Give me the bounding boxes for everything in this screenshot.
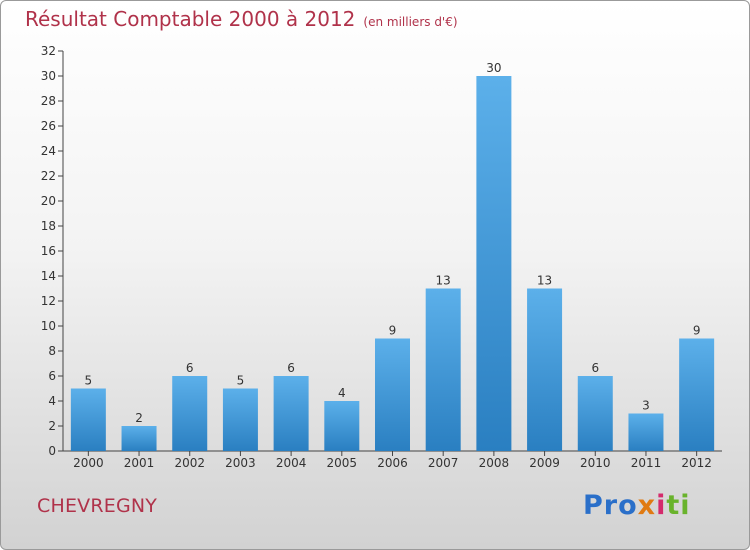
bar-2004 (273, 376, 309, 451)
y-tick-label: 4 (48, 394, 56, 408)
y-tick-label: 24 (41, 144, 56, 158)
bar-2003 (222, 388, 258, 451)
value-label-2010: 6 (591, 361, 599, 375)
y-tick-label: 14 (41, 269, 56, 283)
value-label-2007: 13 (436, 274, 451, 288)
x-tick-label-2002: 2002 (174, 456, 205, 470)
value-label-2004: 6 (287, 361, 295, 375)
bar-2005 (324, 401, 360, 451)
value-label-2000: 5 (85, 374, 93, 388)
chart-title: Résultat Comptable 2000 à 2012 (en millie… (25, 7, 458, 31)
x-tick-label-2008: 2008 (479, 456, 510, 470)
y-tick-label: 20 (41, 194, 56, 208)
y-tick-label: 32 (41, 44, 56, 58)
y-tick-label: 8 (48, 344, 56, 358)
bar-2011 (628, 413, 664, 451)
value-label-2001: 2 (135, 411, 143, 425)
bar-2012 (679, 338, 715, 451)
x-tick-label-2004: 2004 (276, 456, 307, 470)
value-label-2009: 13 (537, 274, 552, 288)
y-tick-label: 16 (41, 244, 56, 258)
x-tick-label-2007: 2007 (428, 456, 459, 470)
value-label-2008: 30 (486, 61, 501, 75)
proxiti-logo: Proxiti (583, 490, 691, 521)
y-tick-label: 12 (41, 294, 56, 308)
bar-2006 (375, 338, 410, 451)
y-tick-label: 22 (41, 169, 56, 183)
bar-2010 (577, 376, 613, 451)
y-tick-label: 2 (48, 419, 56, 433)
x-tick-label-2010: 2010 (580, 456, 611, 470)
x-tick-label-2011: 2011 (631, 456, 662, 470)
value-label-2012: 9 (693, 324, 701, 338)
y-tick-label: 10 (41, 319, 56, 333)
y-tick-label: 26 (41, 119, 56, 133)
bar-2001 (121, 426, 157, 451)
logo-part-1: Pro (583, 490, 638, 521)
x-tick-label-2000: 2000 (73, 456, 104, 470)
x-tick-label-2001: 2001 (124, 456, 155, 470)
x-tick-label-2009: 2009 (529, 456, 560, 470)
bar-2000 (70, 388, 106, 451)
value-label-2006: 9 (389, 324, 397, 338)
y-tick-label: 0 (48, 444, 56, 458)
y-tick-label: 6 (48, 369, 56, 383)
logo-part-4: ti (666, 490, 691, 521)
y-tick-label: 18 (41, 219, 56, 233)
bar-2002 (172, 376, 208, 451)
bar-2008 (476, 76, 512, 451)
y-tick-label: 30 (41, 69, 56, 83)
bar-2007 (425, 288, 461, 451)
value-label-2003: 5 (237, 374, 245, 388)
value-label-2002: 6 (186, 361, 194, 375)
x-tick-label-2005: 2005 (327, 456, 358, 470)
value-label-2005: 4 (338, 386, 346, 400)
y-tick-label: 28 (41, 94, 56, 108)
x-tick-label-2003: 2003 (225, 456, 256, 470)
chart-title-text: Résultat Comptable 2000 à 2012 (25, 7, 356, 31)
x-tick-label-2006: 2006 (377, 456, 408, 470)
value-label-2011: 3 (642, 399, 650, 413)
logo-part-2: x (637, 490, 657, 521)
logo-part-3: i (656, 490, 667, 521)
chart-subtitle: (en milliers d'€) (363, 15, 458, 29)
bar-2009 (527, 288, 563, 451)
x-tick-label-2012: 2012 (681, 456, 712, 470)
commune-name: CHEVREGNY (37, 495, 158, 517)
